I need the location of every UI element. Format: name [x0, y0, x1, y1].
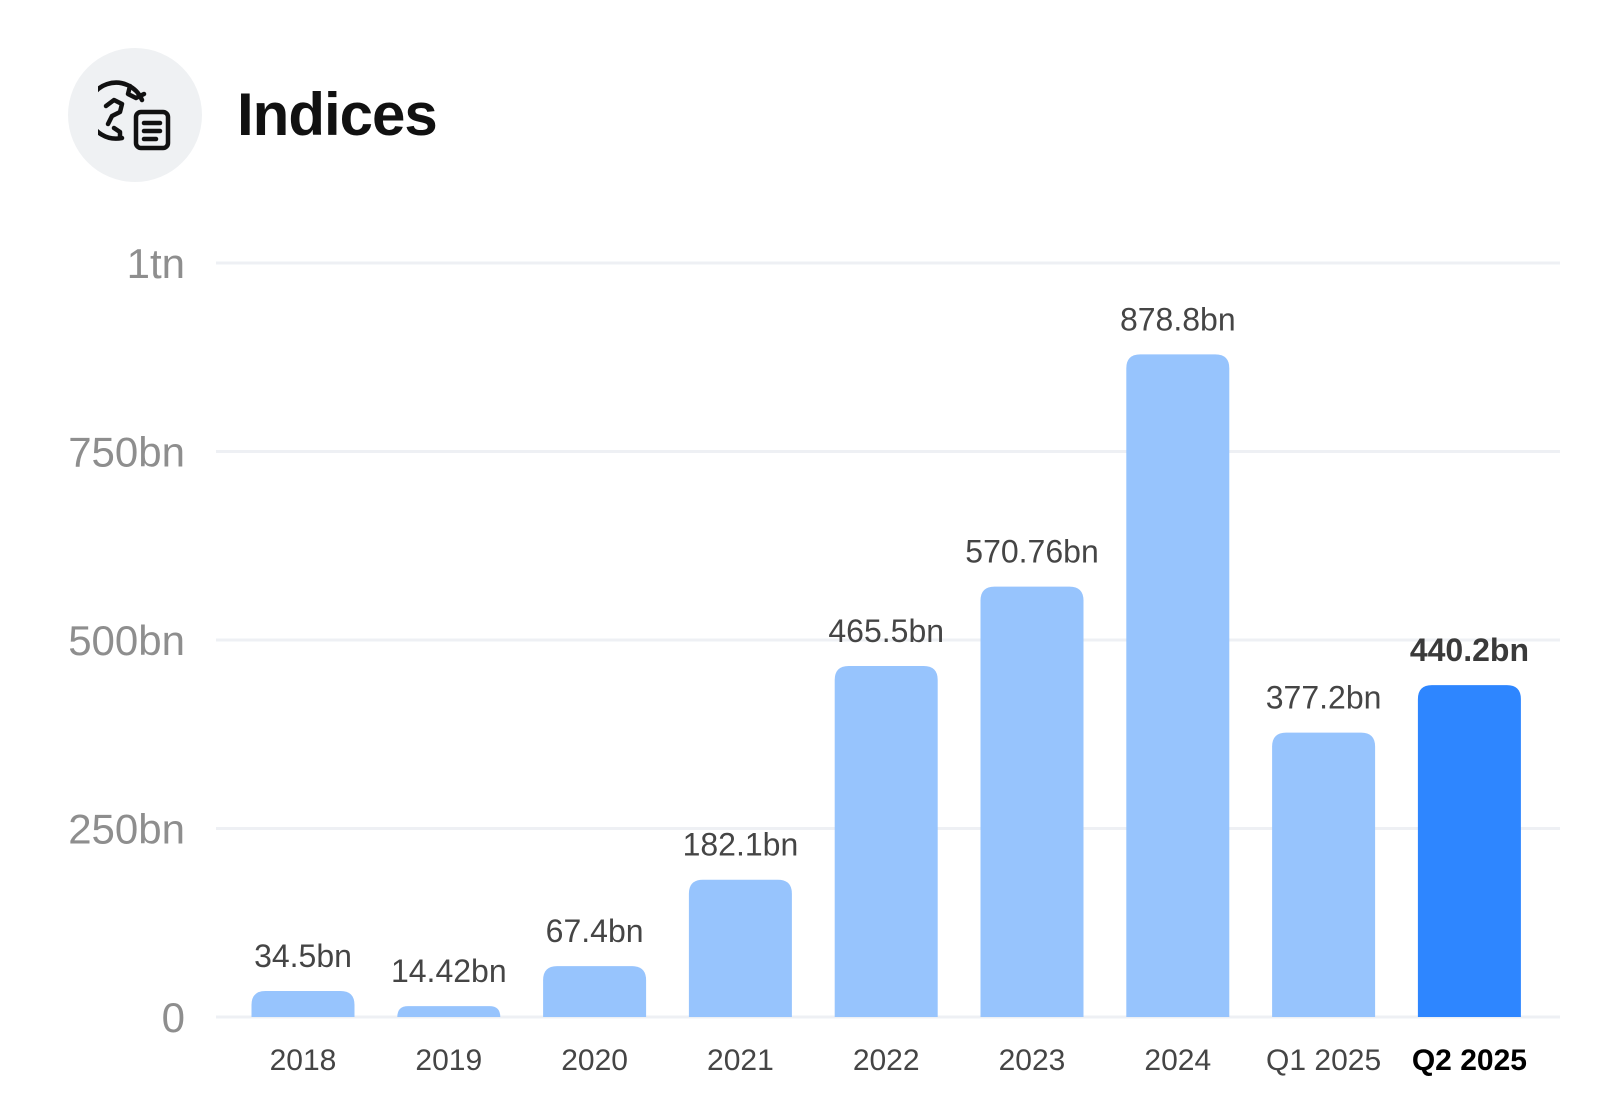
x-tick-label: Q2 2025	[1412, 1044, 1527, 1077]
data-label: 570.76bn	[965, 534, 1098, 570]
data-label: 67.4bn	[546, 913, 644, 949]
y-tick-label: 250bn	[68, 806, 185, 853]
x-tick-label: Q1 2025	[1266, 1044, 1381, 1077]
y-tick-label: 500bn	[68, 617, 185, 664]
bar	[980, 586, 1084, 1017]
x-tick-label: 2023	[999, 1044, 1066, 1077]
x-tick-label: 2021	[707, 1044, 774, 1077]
bar	[834, 666, 938, 1017]
x-tick-label: 2019	[415, 1044, 482, 1077]
bar	[688, 879, 792, 1017]
y-tick-label: 0	[162, 994, 185, 1041]
bars	[251, 354, 1521, 1018]
chart-header: Indices	[0, 0, 600, 200]
data-labels: 34.5bn 14.42bn 67.4bn 182.1bn 465.5bn 570.76b…	[254, 301, 1529, 989]
data-label: 377.2bn	[1266, 680, 1382, 716]
y-axis: 0 250bn 500bn 750bn 1tn	[68, 240, 185, 1041]
bar	[1417, 685, 1521, 1017]
y-tick-label: 750bn	[68, 429, 185, 476]
data-label: 182.1bn	[683, 827, 799, 863]
bar	[1126, 354, 1230, 1018]
x-tick-label: 2018	[270, 1044, 337, 1077]
chart-title: Indices	[237, 81, 438, 148]
bar	[397, 1006, 501, 1017]
data-label: 465.5bn	[828, 613, 944, 649]
bar	[1272, 732, 1376, 1017]
data-label: 14.42bn	[391, 953, 507, 989]
x-axis: 2018 2019 2020 2021 2022 2023 2024 Q1 2025 Q2 20…	[270, 1044, 1527, 1077]
x-tick-label: 2024	[1144, 1044, 1211, 1077]
x-tick-label: 2020	[561, 1044, 628, 1077]
data-label: 34.5bn	[254, 938, 352, 974]
globe-document-icon	[68, 48, 202, 182]
x-tick-label: 2022	[853, 1044, 920, 1077]
y-tick-label: 1tn	[127, 240, 185, 287]
data-label: 878.8bn	[1120, 301, 1236, 337]
bar	[543, 966, 647, 1017]
data-label: 440.2bn	[1410, 632, 1529, 668]
bar	[251, 990, 355, 1017]
